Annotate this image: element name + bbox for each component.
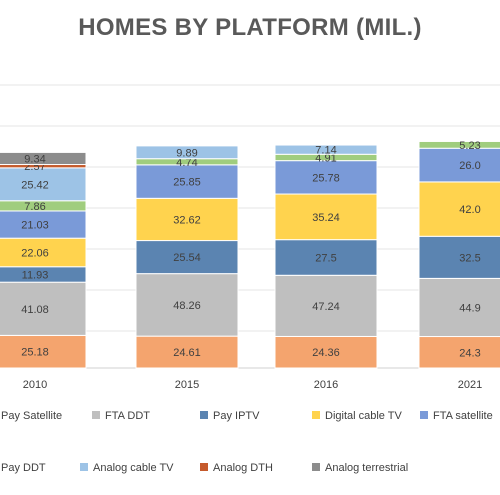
legend-swatch-fta-ddt — [92, 411, 100, 419]
bar-2021-pay-iptv — [418, 235, 500, 279]
bar-2010-analog-cable-tv — [0, 167, 87, 202]
bar-2021-pay-ddt — [418, 336, 500, 369]
data-label-2015-analog-cable-tv: 9.89 — [176, 147, 197, 159]
bar-2015-digital-cable-tv — [135, 197, 239, 242]
bar-2016-fta-satellite — [274, 160, 378, 195]
bar-2015-pay-ddt — [135, 335, 239, 369]
data-label-2015-digital-cable-tv: 32.62 — [173, 214, 201, 226]
bar-2015-pay-iptv — [135, 240, 239, 275]
data-label-2010-pay-satellite: 7.86 — [24, 201, 45, 213]
data-label-2016-fta-ddt: 47.24 — [312, 301, 340, 313]
legend-label-digital-cable-tv: Digital cable TV — [325, 410, 402, 422]
data-label-2015-fta-satellite: 25.85 — [173, 177, 201, 189]
legend-swatch-pay-iptv — [200, 411, 208, 419]
bar-2021-fta-satellite — [418, 147, 500, 183]
data-label-2015-pay-satellite: 4.74 — [176, 157, 197, 169]
data-label-2016-pay-iptv: 27.5 — [315, 252, 336, 264]
data-label-2021-fta-satellite: 26.0 — [459, 160, 480, 172]
data-label-2010-pay-iptv: 11.93 — [22, 269, 49, 281]
data-label-2015-pay-iptv: 25.54 — [173, 252, 201, 264]
bar-2010-pay-ddt — [0, 334, 87, 369]
bar-2021-pay-satellite — [418, 140, 500, 149]
bar-2015-analog-cable-tv — [135, 145, 239, 160]
data-label-2021-fta-ddt: 44.9 — [459, 302, 480, 314]
data-label-2021-digital-cable-tv: 42.0 — [459, 204, 480, 216]
data-label-2010-fta-satellite: 21.03 — [21, 220, 49, 232]
legend-swatch-fta-satellite — [420, 411, 428, 419]
bar-2016-pay-iptv — [274, 239, 378, 276]
legend-label-pay-ddt: Pay DDT — [1, 462, 46, 474]
legend-label-analog-cable-tv: Analog cable TV — [93, 462, 174, 474]
data-label-2021-pay-ddt: 24.3 — [459, 347, 480, 359]
data-label-2016-digital-cable-tv: 35.24 — [312, 212, 340, 224]
bar-2016-analog-cable-tv — [274, 144, 378, 155]
data-label-2016-fta-satellite: 25.78 — [312, 172, 340, 184]
legend-swatch-analog-terrestrial — [312, 463, 320, 471]
data-label-2010-analog-cable-tv: 25.42 — [21, 179, 49, 191]
legend-label-fta-satellite: FTA satellite — [433, 410, 493, 422]
data-label-2016-analog-cable-tv: 7.14 — [315, 145, 336, 157]
x-tick-label-2015: 2015 — [175, 379, 199, 391]
x-tick-label-2010: 2010 — [23, 379, 47, 391]
legend-label-analog-dth: Analog DTH — [213, 462, 273, 474]
chart-title: HOMES BY PLATFORM (MIL.) — [78, 14, 422, 41]
data-label-2010-digital-cable-tv: 22.06 — [21, 247, 49, 259]
legend-label-pay-satellite: Pay Satellite — [1, 410, 62, 422]
data-label-2015-fta-ddt: 48.26 — [173, 300, 201, 312]
data-label-2015-pay-ddt: 24.61 — [173, 347, 201, 359]
legend-label-analog-terrestrial: Analog terrestrial — [325, 462, 408, 474]
x-tick-label-2021: 2021 — [458, 379, 482, 391]
x-tick-label-2016: 2016 — [314, 379, 338, 391]
legend-swatch-digital-cable-tv — [312, 411, 320, 419]
data-label-2016-pay-satellite: 4.91 — [315, 152, 336, 164]
legend-swatch-analog-dth — [200, 463, 208, 471]
data-label-2021-pay-satellite: 5.23 — [459, 140, 480, 152]
data-label-2021-pay-iptv: 32.5 — [459, 252, 480, 264]
legend-label-fta-ddt: FTA DDT — [105, 410, 150, 422]
bar-2010-fta-ddt — [0, 281, 87, 336]
bar-2016-digital-cable-tv — [274, 193, 378, 241]
bar-2010-analog-terrestrial — [0, 151, 87, 166]
data-label-2010-analog-terrestrial: 9.34 — [24, 153, 45, 165]
legend-swatch-analog-cable-tv — [80, 463, 88, 471]
bar-2015-fta-satellite — [135, 164, 239, 199]
bar-2010-digital-cable-tv — [0, 237, 87, 268]
data-label-2010-fta-ddt: 41.08 — [21, 304, 49, 316]
data-label-2016-pay-ddt: 24.36 — [312, 347, 340, 359]
bar-2010-fta-satellite — [0, 210, 87, 239]
bar-2015-fta-ddt — [135, 273, 239, 337]
legend-label-pay-iptv: Pay IPTV — [213, 410, 260, 422]
data-label-2010-pay-ddt: 25.18 — [21, 347, 49, 359]
